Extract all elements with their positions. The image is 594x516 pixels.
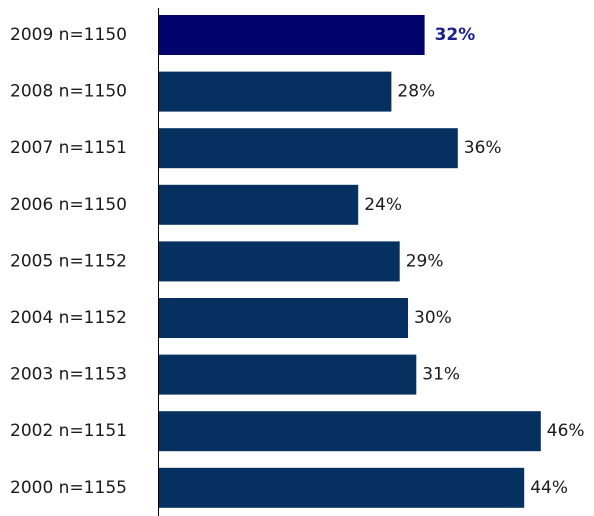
bar-5 [159,298,408,338]
value-label-1: 28% [397,82,435,102]
category-label-5: 2004 n=1152 [10,308,127,328]
value-label-2: 36% [464,138,502,158]
category-label-1: 2008 n=1150 [10,82,127,102]
value-label-7: 46% [547,421,585,441]
value-labels-group: 32% 28% 36% 24% 29% 30% 31% 46% 44% [364,25,584,498]
category-label-6: 2003 n=1153 [10,365,127,385]
category-label-4: 2005 n=1152 [10,251,127,271]
category-label-3: 2006 n=1150 [10,195,127,215]
value-label-8: 44% [530,478,568,498]
bar-1 [159,71,392,112]
value-label-0: 32% [435,25,476,45]
value-label-5: 30% [414,308,452,328]
value-label-3: 24% [364,195,402,215]
bar-4 [159,241,400,282]
bars-group [159,15,541,508]
bar-2 [159,128,458,169]
bar-8 [159,467,525,508]
category-label-7: 2002 n=1151 [10,421,127,441]
category-label-2: 2007 n=1151 [10,138,127,158]
category-label-8: 2000 n=1155 [10,478,127,498]
category-labels-group: 2009 n=1150 2008 n=1150 2007 n=1151 2006 n=… [10,25,127,498]
value-label-4: 29% [406,251,444,271]
bar-7 [159,411,541,452]
bar-0 [159,15,425,55]
bar-6 [159,354,417,395]
category-label-0: 2009 n=1150 [10,25,127,45]
bar-3 [159,184,359,225]
value-label-6: 31% [422,365,460,385]
